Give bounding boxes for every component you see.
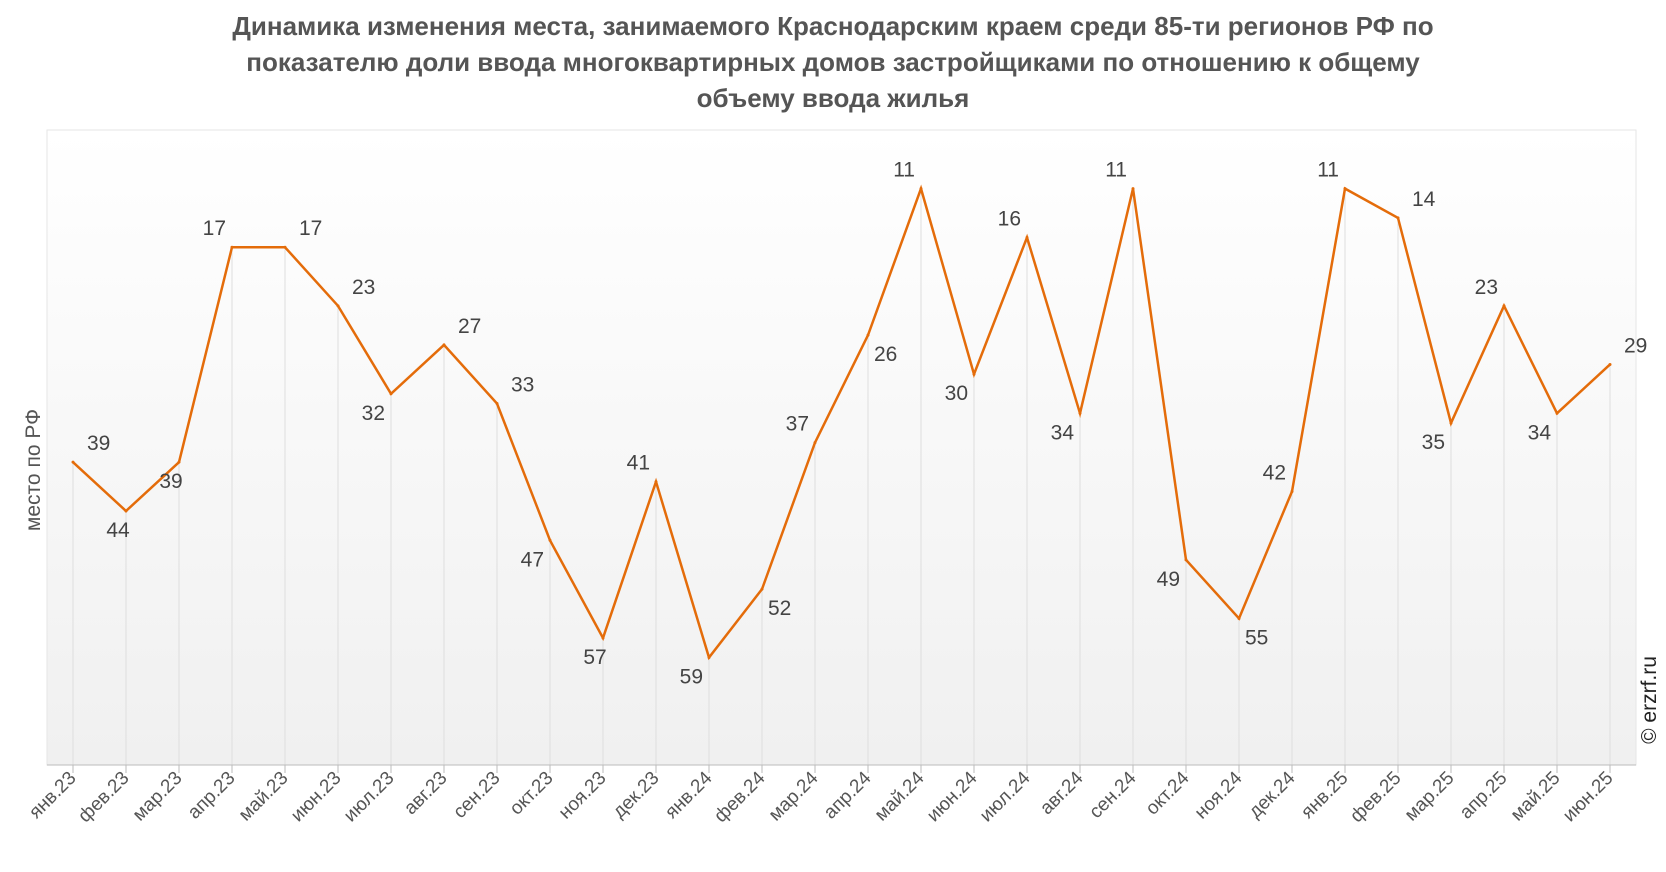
data-point bbox=[1078, 411, 1082, 415]
copyright: © erzrf.ru bbox=[1638, 656, 1661, 744]
data-point bbox=[230, 245, 234, 249]
data-label: 17 bbox=[299, 217, 322, 240]
x-tick-label: фев.25 bbox=[1346, 768, 1405, 827]
series-line bbox=[72, 184, 1611, 661]
data-point bbox=[654, 480, 658, 484]
data-point bbox=[760, 587, 764, 591]
x-tick-label: июн.24 bbox=[923, 767, 982, 826]
x-tick-label: май.25 bbox=[1507, 768, 1565, 826]
data-label: 47 bbox=[521, 548, 544, 571]
data-point bbox=[866, 333, 870, 337]
x-tick-label: апр.24 bbox=[820, 767, 876, 823]
x-tick-label: мар.24 bbox=[765, 767, 823, 825]
x-tick-label: ноя.24 bbox=[1191, 767, 1247, 823]
data-label: 16 bbox=[998, 207, 1021, 230]
x-tick-label: апр.23 bbox=[184, 768, 240, 824]
data-point bbox=[1608, 362, 1612, 366]
data-point bbox=[177, 460, 181, 464]
data-label: 39 bbox=[159, 470, 182, 493]
data-point bbox=[124, 509, 128, 513]
data-label: 23 bbox=[1475, 276, 1498, 299]
data-label: 57 bbox=[583, 646, 606, 669]
data-point bbox=[1502, 304, 1506, 308]
data-point bbox=[1449, 421, 1453, 425]
x-tick-label: мар.25 bbox=[1401, 768, 1459, 826]
data-point bbox=[1343, 187, 1347, 191]
data-label: 41 bbox=[627, 452, 650, 475]
data-label: 34 bbox=[1528, 421, 1552, 444]
data-label: 30 bbox=[945, 382, 968, 405]
x-tick-label: авг.24 bbox=[1036, 767, 1088, 819]
title-line: объему ввода жилья bbox=[696, 83, 970, 113]
x-tick-label: окт.23 bbox=[506, 768, 558, 820]
data-point bbox=[1237, 616, 1241, 620]
x-tick-label: июн.23 bbox=[287, 768, 346, 827]
x-tick-label: сен.24 bbox=[1085, 767, 1140, 822]
x-tick-label: апр.25 bbox=[1456, 768, 1512, 824]
x-tick-label: мар.23 bbox=[129, 768, 187, 826]
data-label: 42 bbox=[1263, 461, 1286, 484]
data-label: 33 bbox=[511, 374, 534, 397]
data-point bbox=[442, 343, 446, 347]
data-point bbox=[1290, 489, 1294, 493]
x-tick-label: фев.24 bbox=[710, 767, 769, 826]
data-label: 17 bbox=[203, 217, 226, 240]
x-tick-label: ноя.23 bbox=[555, 768, 611, 824]
data-label: 39 bbox=[87, 432, 110, 455]
x-tick-label: июл.23 bbox=[340, 768, 399, 827]
data-point bbox=[1184, 558, 1188, 562]
data-point bbox=[389, 392, 393, 396]
data-point bbox=[336, 304, 340, 308]
x-tick-label: дек.24 bbox=[1245, 767, 1300, 822]
data-point bbox=[548, 538, 552, 542]
data-point bbox=[1131, 187, 1135, 191]
x-tick-label: авг.23 bbox=[400, 768, 451, 819]
data-label: 35 bbox=[1422, 431, 1445, 454]
data-point bbox=[283, 245, 287, 249]
chart-title: Динамика изменения места, занимаемого Кр… bbox=[0, 8, 1666, 116]
data-label: 26 bbox=[874, 343, 897, 366]
x-tick-label: июн.25 bbox=[1559, 768, 1618, 827]
data-label: 23 bbox=[352, 276, 375, 299]
data-point bbox=[495, 402, 499, 406]
x-tick-label: июл.24 bbox=[976, 767, 1035, 826]
x-tick-label: май.23 bbox=[235, 768, 293, 826]
x-tick-label: дек.23 bbox=[609, 768, 664, 823]
data-label: 11 bbox=[1105, 159, 1127, 182]
data-label: 34 bbox=[1051, 421, 1075, 444]
x-tick-label: янв.23 bbox=[25, 768, 80, 823]
data-label: 55 bbox=[1245, 626, 1268, 649]
data-point bbox=[1025, 235, 1029, 239]
data-point bbox=[1396, 216, 1400, 220]
x-tick-label: сен.23 bbox=[449, 768, 504, 823]
data-point bbox=[707, 656, 711, 660]
x-tick-label: фев.23 bbox=[74, 768, 133, 827]
data-point bbox=[813, 441, 817, 445]
data-label: 49 bbox=[1157, 568, 1180, 591]
data-point bbox=[919, 187, 923, 191]
data-label: 14 bbox=[1412, 188, 1436, 211]
title-line: Динамика изменения места, занимаемого Кр… bbox=[232, 11, 1434, 41]
data-label: 29 bbox=[1624, 334, 1647, 357]
data-point bbox=[972, 372, 976, 376]
y-axis-label: место по РФ bbox=[22, 408, 45, 532]
x-tick-label: янв.24 bbox=[661, 767, 717, 823]
data-point bbox=[1555, 411, 1559, 415]
data-point bbox=[71, 460, 75, 464]
data-label: 37 bbox=[786, 413, 809, 436]
data-label: 44 bbox=[106, 519, 130, 542]
data-label: 32 bbox=[362, 402, 385, 425]
x-tick-label: окт.24 bbox=[1142, 767, 1194, 819]
x-tick-label: май.24 bbox=[871, 767, 929, 825]
data-point bbox=[601, 636, 605, 640]
plot-area bbox=[46, 129, 1637, 766]
data-label: 52 bbox=[768, 597, 791, 620]
data-label: 11 bbox=[1317, 159, 1339, 182]
x-tick-label: янв.25 bbox=[1297, 768, 1352, 823]
data-label: 27 bbox=[458, 315, 481, 338]
data-label: 11 bbox=[893, 159, 915, 182]
data-label: 59 bbox=[680, 666, 703, 689]
title-line: показателю доли ввода многоквартирных до… bbox=[246, 47, 1420, 77]
